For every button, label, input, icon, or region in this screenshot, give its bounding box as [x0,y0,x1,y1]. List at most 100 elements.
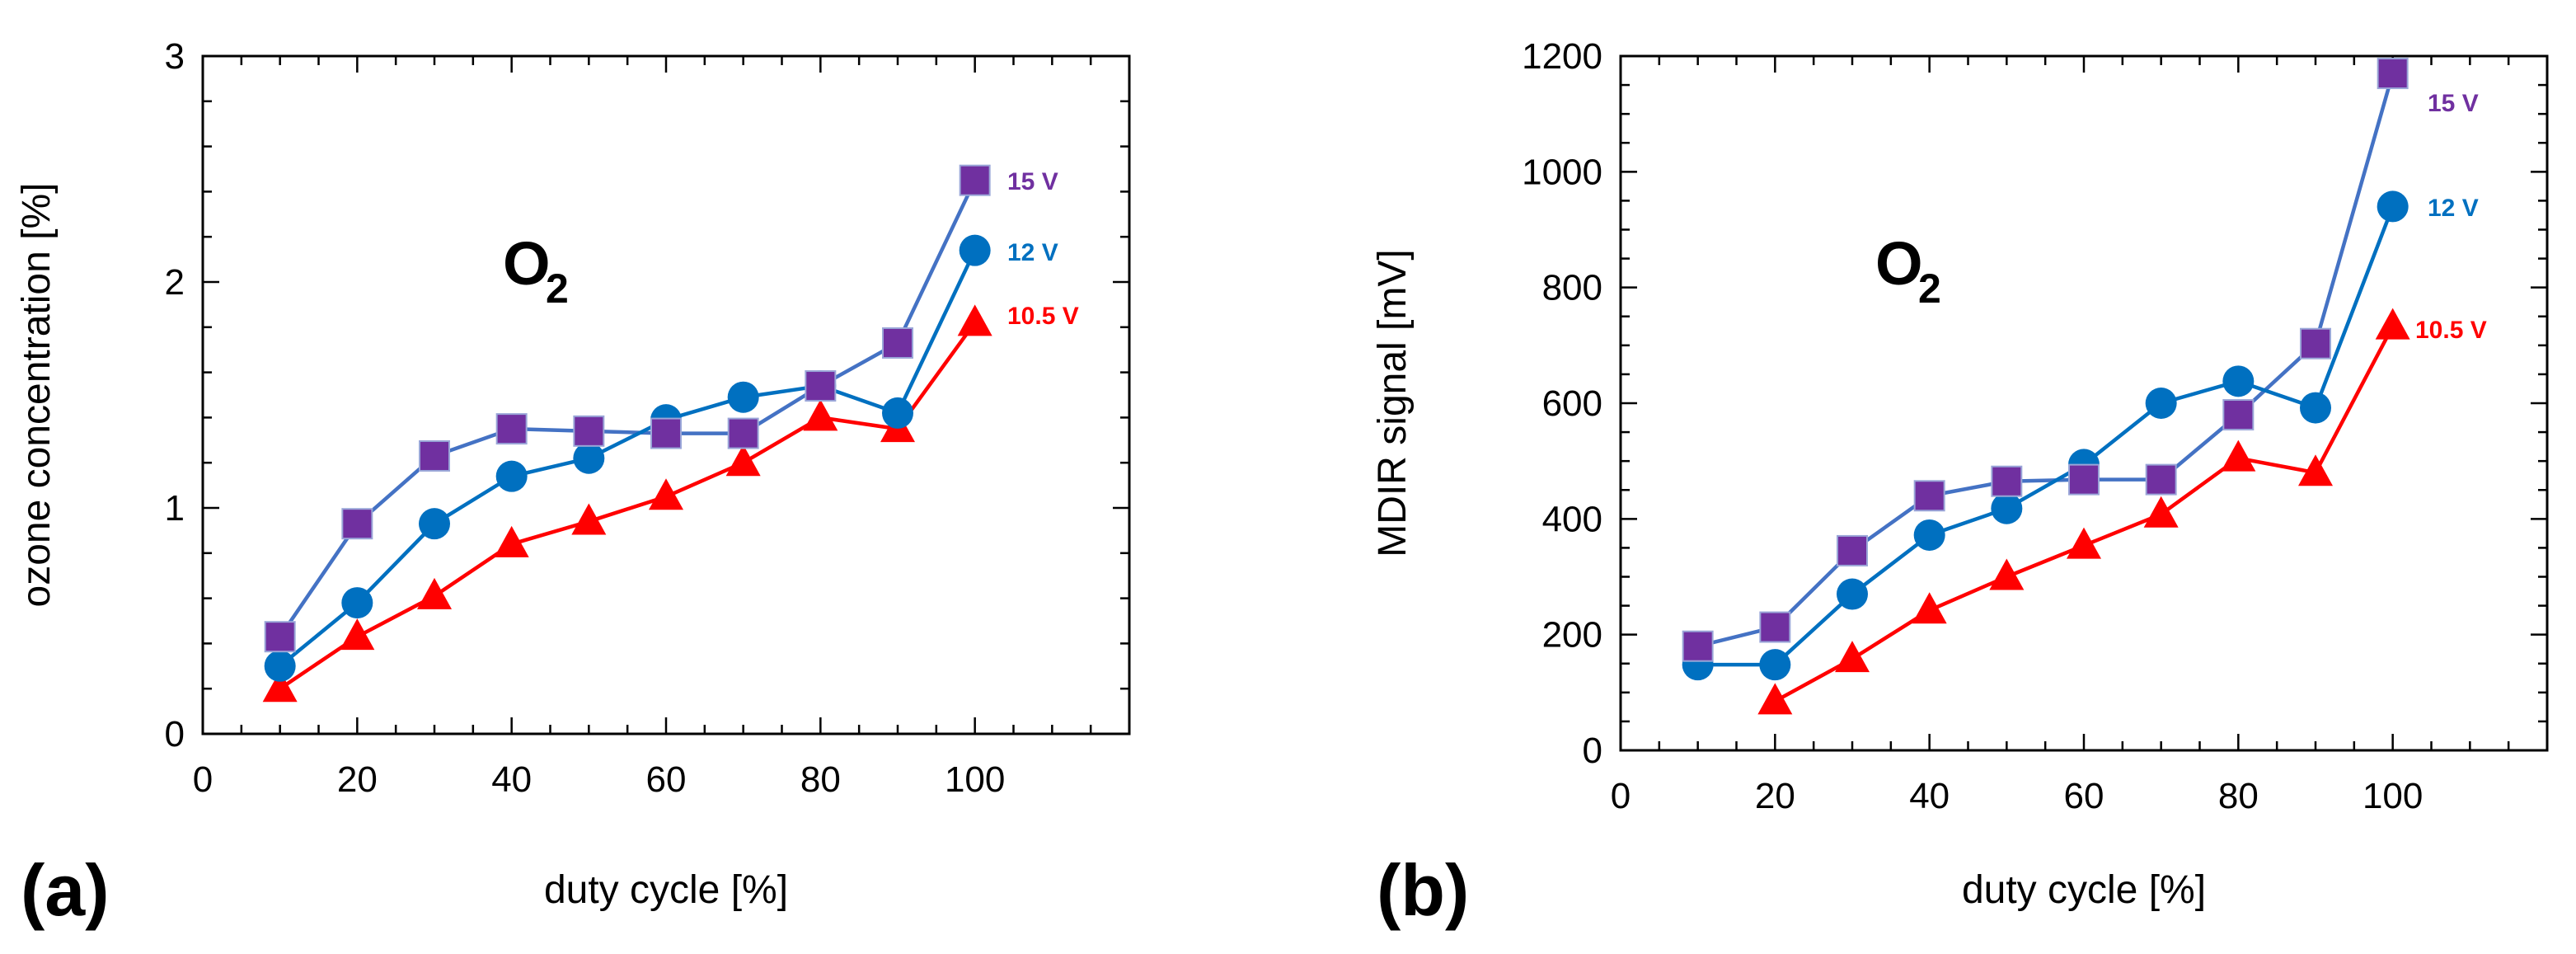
y-tick-label: 400 [1542,499,1602,539]
series-label-105V: 10.5 V [1007,303,1079,330]
data-point-15V [2145,463,2177,496]
data-point-15V [2300,327,2331,360]
data-point-105V [417,577,452,609]
data-point-105V [1835,641,1870,673]
o2-annotation: O [1875,229,1923,298]
y-axis-label: ozone concentration [%] [15,183,59,608]
x-tick-label: 100 [2363,776,2423,816]
y-tick-label: 0 [165,714,185,754]
data-point-15V [805,370,837,402]
data-point-15V [341,508,373,540]
data-point-15V [2222,399,2255,431]
x-tick-label: 100 [945,759,1005,800]
x-tick-label: 40 [491,759,532,800]
data-point-12V [264,650,296,682]
x-tick-label: 20 [337,759,378,800]
y-tick-label: 200 [1542,615,1602,656]
data-point-15V [882,327,913,359]
y-tick-label: 1 [165,488,185,529]
o2-annotation-subscript: 2 [546,266,569,312]
data-point-15V [1991,465,2023,497]
data-point-105V [957,304,992,336]
series-line-12V [1697,205,2395,667]
data-point-12V [419,508,450,540]
data-point-15V [573,415,605,447]
series-label-12V: 12 V [1007,239,1058,266]
x-axis-label: duty cycle [%] [1962,868,2206,912]
data-point-15V [2377,58,2409,90]
o2-annotation-subscript: 2 [1918,266,1941,312]
data-point-105V [340,618,375,651]
data-point-12V [882,397,913,429]
series-label-15V: 15 V [1007,168,1058,195]
data-point-12V [1837,578,1868,610]
data-point-105V [2221,439,2256,472]
data-point-15V [1837,534,1868,566]
data-point-12V [1991,492,2023,524]
data-point-15V [1913,480,1945,512]
x-tick-label: 80 [800,759,841,800]
data-point-105V [1989,558,2025,590]
data-point-15V [1759,611,1791,643]
y-tick-label: 600 [1542,383,1602,424]
series-line-105V [279,321,977,691]
data-point-15V [419,439,450,472]
y-tick-label: 1200 [1522,36,1602,77]
x-tick-label: 60 [646,759,687,800]
series-label-15V: 15 V [2428,90,2479,117]
panel-label: (a) [21,849,110,931]
data-point-15V [495,413,528,445]
series-label-105V: 10.5 V [2415,317,2487,344]
series-line-105V [1774,325,2395,703]
data-point-15V [2068,463,2100,496]
data-point-12V [1913,519,1945,551]
x-tick-label: 40 [1909,776,1950,816]
x-tick-label: 60 [2064,776,2104,816]
data-point-15V [1682,630,1714,662]
data-point-12V [959,234,991,266]
x-tick-label: 80 [2218,776,2259,816]
x-tick-label: 0 [193,759,213,800]
data-point-105V [649,478,683,510]
y-axis-label: MDIR signal [mV] [1371,249,1415,557]
data-point-15V [959,164,991,196]
plot-frame [1619,54,2549,752]
y-tick-label: 3 [165,36,185,77]
data-point-12V [1759,649,1791,681]
data-point-12V [2145,388,2177,419]
x-tick-label: 20 [1755,776,1795,816]
data-point-12V [2222,365,2255,397]
y-tick-label: 1000 [1522,152,1602,192]
series-line-12V [279,249,977,668]
y-tick-label: 800 [1542,268,1602,308]
chart-panel-a: 0 20 40 60 80 100 0 1 2 3 duty cycle [%] ozone conc… [15,36,1131,931]
data-point-105V [2067,527,2101,559]
data-point-15V [650,417,682,449]
y-tick-label: 2 [165,262,185,303]
data-point-12V [495,460,528,492]
series-label-12V: 12 V [2428,195,2479,222]
y-tick-label: 0 [1583,731,1602,771]
data-point-105V [2375,308,2410,340]
data-point-15V [264,621,296,653]
data-point-105V [2143,496,2179,528]
panel-label: (b) [1377,849,1469,931]
o2-annotation: O [503,229,551,298]
data-point-105V [803,399,838,431]
series-line-15V [1697,73,2395,648]
data-point-105V [1912,592,1947,624]
data-point-105V [571,503,607,535]
data-point-12V [727,381,759,413]
data-point-105V [2298,454,2333,486]
data-point-105V [1757,683,1793,715]
data-point-15V [727,417,759,449]
x-axis-label: duty cycle [%] [544,868,788,912]
series-line-15V [278,179,977,638]
data-point-12V [573,442,605,474]
data-point-105V [725,444,761,477]
data-point-12V [341,587,373,619]
data-point-105V [494,525,529,557]
data-point-12V [2377,190,2409,223]
